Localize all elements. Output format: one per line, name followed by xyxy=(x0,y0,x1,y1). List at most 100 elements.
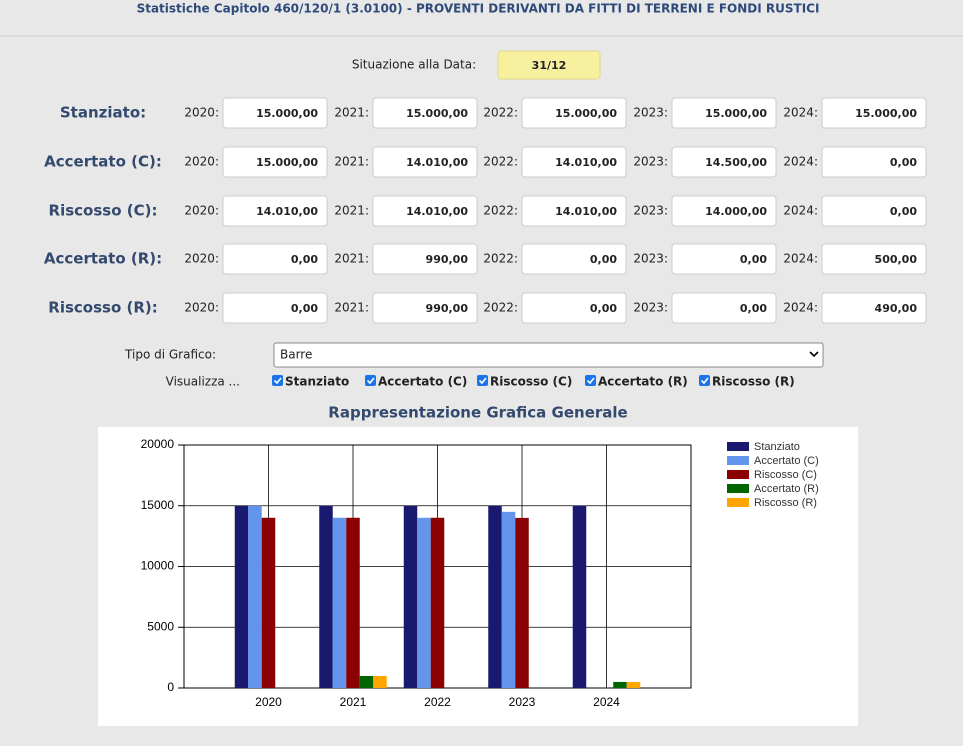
bar xyxy=(403,505,418,688)
year-label: 2021: xyxy=(334,252,369,266)
select-arrow xyxy=(809,351,819,358)
checkbox[interactable] xyxy=(477,375,488,386)
value-text: 14.010,00 xyxy=(555,205,617,218)
year-label: 2024: xyxy=(783,155,818,169)
chart-type-label: Tipo di Grafico: xyxy=(124,348,216,362)
year-label: 2022: xyxy=(483,204,518,218)
year-label: 2024: xyxy=(783,252,818,266)
value-field[interactable] xyxy=(222,97,328,129)
chart-type-select[interactable] xyxy=(273,342,824,368)
value-text: 0,00 xyxy=(740,253,767,266)
checkmark xyxy=(478,377,487,385)
year-label: 2020: xyxy=(184,204,219,218)
x-tick-label: 2024 xyxy=(593,695,620,709)
value-field[interactable] xyxy=(671,243,777,275)
bar xyxy=(319,505,333,688)
year-label: 2024: xyxy=(783,204,818,218)
legend-swatch xyxy=(727,498,749,507)
year-label: 2023: xyxy=(633,106,668,120)
year-label: 2020: xyxy=(184,252,219,266)
value-field[interactable] xyxy=(521,195,627,227)
year-label: 2021: xyxy=(334,204,369,218)
bar xyxy=(501,511,516,688)
value-field[interactable] xyxy=(372,292,478,324)
date-box xyxy=(497,50,601,80)
y-tick-label: 0 xyxy=(167,680,174,694)
chart-type-value: Barre xyxy=(280,348,312,362)
value-text: 14.010,00 xyxy=(406,205,468,218)
legend-swatch xyxy=(727,456,749,465)
value-field[interactable] xyxy=(372,243,478,275)
row-label: Riscosso (R): xyxy=(48,299,157,317)
value-field[interactable] xyxy=(821,243,927,275)
year-label: 2023: xyxy=(633,252,668,266)
value-text: 15.000,00 xyxy=(256,107,318,120)
value-text: 490,00 xyxy=(875,302,918,315)
year-label: 2020: xyxy=(184,301,219,315)
value-field[interactable] xyxy=(671,292,777,324)
checkbox[interactable] xyxy=(365,375,376,386)
value-field[interactable] xyxy=(372,146,478,178)
legend-label: Riscosso (R) xyxy=(754,497,817,509)
value-field[interactable] xyxy=(671,195,777,227)
value-field[interactable] xyxy=(671,97,777,129)
value-field[interactable] xyxy=(821,195,927,227)
value-text: 15.000,00 xyxy=(406,107,468,120)
checkbox[interactable] xyxy=(272,375,283,386)
value-field[interactable] xyxy=(372,97,478,129)
checkmark xyxy=(586,377,595,385)
value-text: 14.500,00 xyxy=(705,156,767,169)
value-field[interactable] xyxy=(821,97,927,129)
bar xyxy=(248,505,262,688)
value-field[interactable] xyxy=(521,146,627,178)
checkbox-label: Accertato (R) xyxy=(598,375,688,389)
bar xyxy=(417,517,431,688)
bar xyxy=(332,517,347,688)
checkbox-label: Accertato (C) xyxy=(378,375,467,389)
value-text: 990,00 xyxy=(426,253,469,266)
checkbox[interactable] xyxy=(585,375,596,386)
bar xyxy=(430,517,445,688)
year-label: 2021: xyxy=(334,301,369,315)
value-text: 0,00 xyxy=(590,253,617,266)
year-label: 2023: xyxy=(633,155,668,169)
x-tick-label: 2023 xyxy=(509,695,536,709)
bar xyxy=(515,517,529,688)
value-field[interactable] xyxy=(521,292,627,324)
value-text: 15.000,00 xyxy=(256,156,318,169)
checkbox-label: Riscosso (R) xyxy=(712,375,795,389)
value-field[interactable] xyxy=(821,292,927,324)
value-text: 0,00 xyxy=(890,205,917,218)
year-label: 2021: xyxy=(334,155,369,169)
y-tick-label: 20000 xyxy=(141,437,175,451)
value-field[interactable] xyxy=(222,243,328,275)
value-text: 14.010,00 xyxy=(555,156,617,169)
value-field[interactable] xyxy=(821,146,927,178)
checkmark xyxy=(700,377,709,385)
x-tick-label: 2020 xyxy=(255,695,282,709)
value-field[interactable] xyxy=(222,146,328,178)
value-text: 15.000,00 xyxy=(855,107,917,120)
row-label: Accertato (R): xyxy=(44,250,162,268)
value-field[interactable] xyxy=(372,195,478,227)
year-label: 2023: xyxy=(633,204,668,218)
value-field[interactable] xyxy=(521,243,627,275)
value-text: 15.000,00 xyxy=(555,107,617,120)
year-label: 2020: xyxy=(184,155,219,169)
bar xyxy=(346,517,360,688)
row-label: Accertato (C): xyxy=(44,153,162,171)
bar xyxy=(488,505,502,688)
value-field[interactable] xyxy=(222,195,328,227)
value-field[interactable] xyxy=(521,97,627,129)
y-tick-label: 5000 xyxy=(147,619,174,633)
value-field[interactable] xyxy=(222,292,328,324)
legend-label: Accertato (C) xyxy=(754,455,819,467)
value-field[interactable] xyxy=(671,146,777,178)
value-text: 0,00 xyxy=(291,253,318,266)
checkbox[interactable] xyxy=(699,375,710,386)
year-label: 2021: xyxy=(334,106,369,120)
x-tick-label: 2021 xyxy=(340,695,367,709)
date-value: 31/12 xyxy=(532,59,567,72)
y-tick-label: 10000 xyxy=(141,559,175,573)
